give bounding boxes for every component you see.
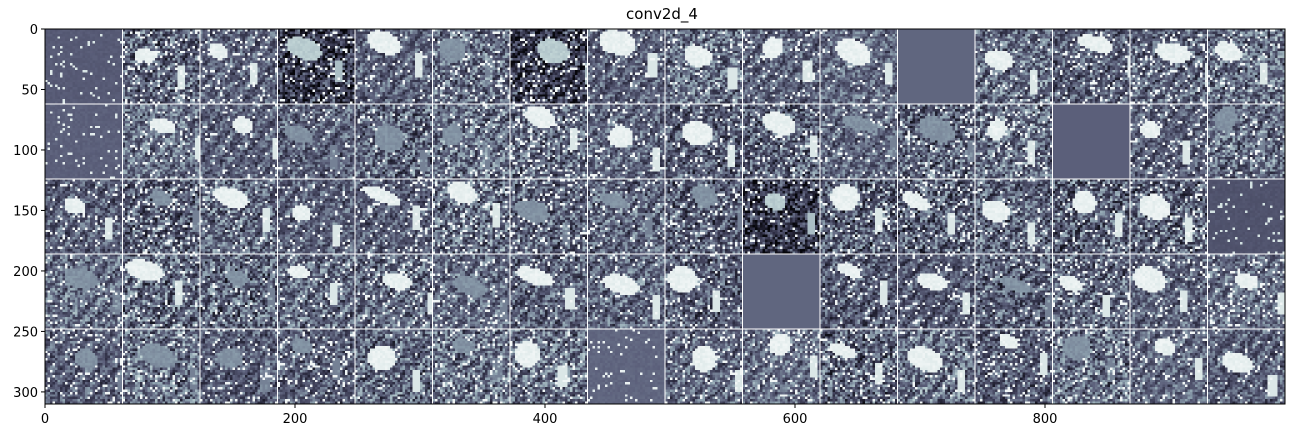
y-tick-label: 200 — [13, 265, 38, 280]
feature-map-grid — [45, 29, 1285, 404]
x-axis: 0 200 400 600 800 — [41, 404, 1058, 427]
plot-frame — [44, 28, 1286, 405]
y-tick-label: 300 — [13, 386, 38, 401]
x-tick-label: 600 — [783, 412, 808, 427]
y-tick-label: 100 — [13, 144, 38, 159]
y-axis: 0 50 100 150 200 250 300 — [13, 23, 45, 401]
x-tick-label: 0 — [41, 412, 49, 427]
x-tick-label: 200 — [283, 412, 308, 427]
y-tick-label: 150 — [13, 204, 38, 219]
y-tick-label: 250 — [13, 325, 38, 340]
chart-title: conv2d_4 — [626, 5, 698, 24]
y-tick-label: 0 — [30, 23, 38, 38]
x-tick-label: 800 — [1033, 412, 1058, 427]
x-tick-label: 400 — [533, 412, 558, 427]
y-tick-label: 50 — [21, 83, 38, 98]
